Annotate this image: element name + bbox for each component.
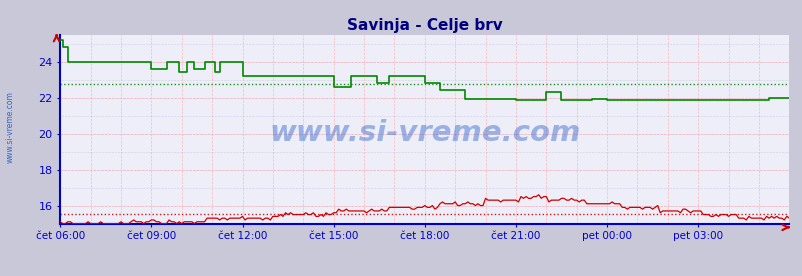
Text: www.si-vreme.com: www.si-vreme.com <box>269 119 580 147</box>
Title: Savinja - Celje brv: Savinja - Celje brv <box>346 18 502 33</box>
Text: www.si-vreme.com: www.si-vreme.com <box>6 91 15 163</box>
